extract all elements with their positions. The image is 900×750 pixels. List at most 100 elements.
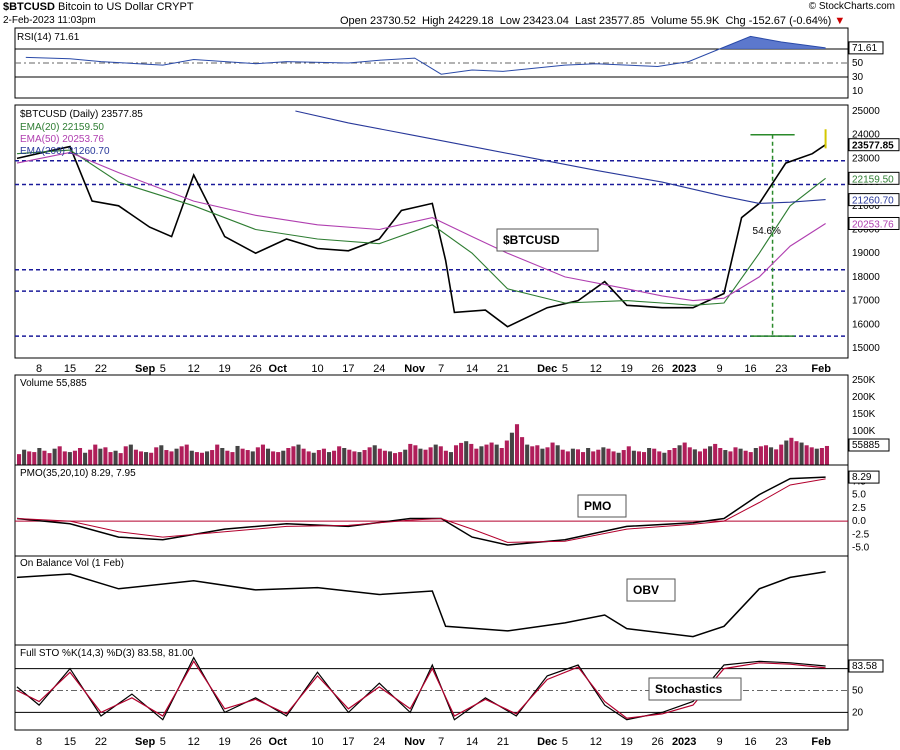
volume-bar	[332, 450, 337, 465]
rally-percent-label: 54.6%	[753, 226, 781, 237]
volume-bar	[647, 448, 652, 465]
volume-bar	[672, 448, 677, 465]
volume-bar	[641, 452, 647, 465]
volume-bar	[723, 450, 728, 465]
x-tick-label-bottom: 26	[652, 736, 664, 748]
volume-bar	[98, 448, 103, 465]
volume-bar	[575, 449, 581, 465]
volume-bar	[433, 444, 438, 465]
volume-bar	[616, 452, 621, 465]
x-tick-label: 12	[590, 363, 602, 375]
x-tick-label-bottom: 21	[497, 736, 509, 748]
obv-annotation-box	[626, 578, 676, 602]
volume-bar	[22, 449, 27, 465]
volume-bar	[387, 451, 393, 465]
rsi-tick-label: 10	[852, 86, 864, 97]
x-tick-label: 5	[160, 363, 166, 375]
volume-bar	[194, 452, 199, 465]
volume-bar	[240, 448, 245, 465]
volume-bar	[718, 448, 723, 465]
volume-bar	[809, 447, 814, 465]
volume-tick-label: 100K	[852, 426, 876, 437]
x-tick-label-bottom: 14	[466, 736, 478, 748]
volume-bar	[159, 445, 164, 465]
volume-bar	[189, 450, 194, 465]
price-tick-label: 19000	[852, 248, 880, 259]
rsi-legend: RSI(14) 71.61	[17, 32, 80, 43]
volume-bar	[509, 432, 514, 465]
volume-bar	[174, 448, 179, 465]
volume-bar	[347, 449, 352, 465]
volume-bar	[296, 444, 301, 465]
volume-bar	[443, 450, 448, 465]
volume-bar	[301, 448, 306, 465]
volume-bar	[748, 452, 753, 465]
volume-bar	[67, 452, 72, 465]
rsi-overbought-fill	[25, 36, 826, 49]
price-tick-label: 21000	[852, 201, 880, 212]
sto-annotation-box	[648, 677, 742, 701]
volume-bar	[713, 443, 718, 465]
volume-bar	[789, 437, 794, 465]
pmo-annotation: PMO	[584, 499, 611, 513]
x-tick-label: 17	[342, 363, 354, 375]
volume-tick-label: 150K	[852, 409, 876, 420]
volume-bar	[738, 448, 743, 465]
x-tick-label-bottom: Feb	[811, 736, 831, 748]
price-right-box	[848, 171, 900, 185]
volume-bar	[372, 445, 377, 465]
last-value: 23577.85	[598, 15, 645, 27]
exchange: CRYPT	[156, 1, 194, 13]
x-tick-label-bottom: 23	[775, 736, 787, 748]
volume-bar	[535, 445, 540, 465]
volume-bar	[362, 450, 367, 465]
volume-bar	[352, 451, 357, 465]
volume-bar	[687, 447, 692, 465]
obv-panel	[14, 555, 849, 646]
volume-bar	[123, 446, 128, 465]
volume-bar	[154, 447, 159, 465]
volume-bar	[448, 452, 453, 465]
volume-bar	[606, 448, 611, 465]
x-tick-label: 7	[438, 363, 444, 375]
x-tick-label: 26	[652, 363, 664, 375]
open-value: 23730.52	[369, 15, 416, 27]
x-tick-label-bottom: 19	[219, 736, 231, 748]
sto-d-line	[16, 660, 826, 719]
volume-bar	[657, 451, 662, 465]
x-tick-label-bottom: 19	[621, 736, 633, 748]
x-tick-label-bottom: 15	[64, 736, 76, 748]
volume-bar	[799, 442, 804, 465]
volume-bar	[489, 442, 494, 465]
x-tick-label-bottom: 2023	[672, 736, 696, 748]
volume-bar	[636, 451, 641, 465]
pmo-annotation-box	[577, 494, 627, 518]
volume-bar	[149, 452, 154, 465]
volume-bar	[794, 441, 799, 465]
price-right-box	[848, 216, 900, 230]
x-tick-label-bottom: 9	[716, 736, 722, 748]
x-tick-label-bottom: Sep	[135, 736, 155, 748]
symbol: $BTCUSD	[3, 1, 55, 13]
volume-bar	[32, 452, 37, 465]
volume-bar	[504, 440, 509, 465]
sto-tick-label: 50	[852, 686, 864, 697]
x-tick-label-bottom: 8	[36, 736, 42, 748]
ema-legend: EMA(50) 20253.76	[20, 134, 104, 145]
price-tick-label: 23000	[852, 153, 880, 164]
volume-bar	[225, 450, 230, 465]
volume-bar	[814, 448, 819, 465]
volume-bar	[83, 452, 88, 465]
volume-bar	[743, 450, 748, 465]
volume-bar	[784, 440, 789, 465]
volume-bar	[697, 451, 702, 465]
volume-bar	[255, 447, 260, 465]
volume-bar	[555, 445, 560, 465]
volume-bar	[464, 441, 469, 465]
pmo-last-label: 8.29	[852, 472, 872, 483]
x-tick-label: 16	[744, 363, 756, 375]
obv-line	[16, 570, 826, 638]
low-value: 23423.04	[522, 15, 569, 27]
